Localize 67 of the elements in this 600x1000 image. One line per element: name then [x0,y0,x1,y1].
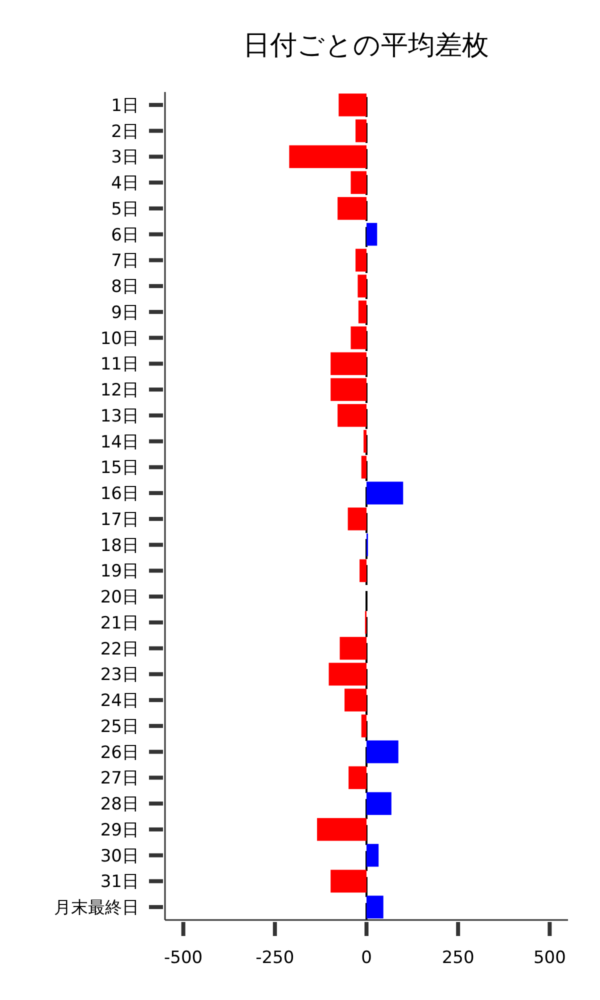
bar [348,508,366,530]
bar [361,714,366,738]
x-tick-label: -500 [164,948,203,968]
y-tick-label: 30日 [100,846,139,866]
y-tick-label: 4日 [111,174,139,194]
y-tick-label: 22日 [100,639,139,660]
y-tick-label: 19日 [100,562,139,582]
y-tick-label: 17日 [100,510,139,530]
bar [366,482,404,504]
y-tick-label: 11日 [100,354,139,375]
bar [338,197,366,220]
y-tick-label: 23日 [100,665,139,686]
y-tick-label: 月末最終日 [54,898,139,918]
bar [330,352,366,376]
y-tick-label: 3日 [111,148,139,168]
bar [350,171,366,194]
bar [350,326,366,350]
bar [338,94,366,116]
bar [366,896,384,918]
bar [364,430,366,453]
bar [289,145,366,168]
bar [360,559,366,582]
x-tick-label: -250 [256,948,294,968]
y-tick-label: 20日 [100,588,139,608]
y-tick-label: 27日 [100,768,139,789]
y-tick-label: 15日 [100,458,139,478]
bar [366,740,398,764]
bar [358,300,366,324]
y-tick-label: 1日 [111,96,139,116]
y-tick-label: 14日 [100,432,139,452]
bar [317,818,366,841]
y-tick-label: 7日 [111,251,139,272]
x-tick-label: 0 [361,948,372,968]
x-tick-label: 250 [442,948,474,968]
y-tick-label: 2日 [111,122,139,142]
chart-title: 日付ごとの平均差枚 [243,30,489,61]
bar [338,404,366,427]
y-tick-label: 18日 [100,536,139,556]
y-tick-label: 31日 [100,872,139,892]
bar [328,662,366,686]
bar [356,248,366,272]
y-tick-label: 9日 [111,302,139,323]
y-tick-label: 10日 [100,328,139,349]
y-tick-label: 29日 [100,820,139,840]
y-tick-label: 6日 [111,225,139,246]
y-tick-label: 26日 [100,742,139,763]
bar [330,378,366,401]
y-tick-label: 24日 [100,691,139,712]
bar [366,792,392,815]
y-tick-label: 28日 [100,794,139,815]
y-tick-label: 13日 [100,406,139,426]
y-tick-label: 12日 [100,380,139,401]
y-tick-label: 21日 [100,613,139,634]
bar [366,222,378,246]
x-tick-label: 500 [533,948,566,968]
bar [330,870,366,893]
y-tick-label: 25日 [100,716,139,737]
y-tick-label: 16日 [100,484,139,504]
bar [344,688,366,712]
y-tick-label: 5日 [111,199,139,220]
y-tick-label: 8日 [111,277,139,298]
bar [356,119,366,142]
bar [361,456,366,479]
bar [340,636,366,660]
bar [348,766,366,790]
bar [366,844,379,867]
bar [358,274,366,298]
